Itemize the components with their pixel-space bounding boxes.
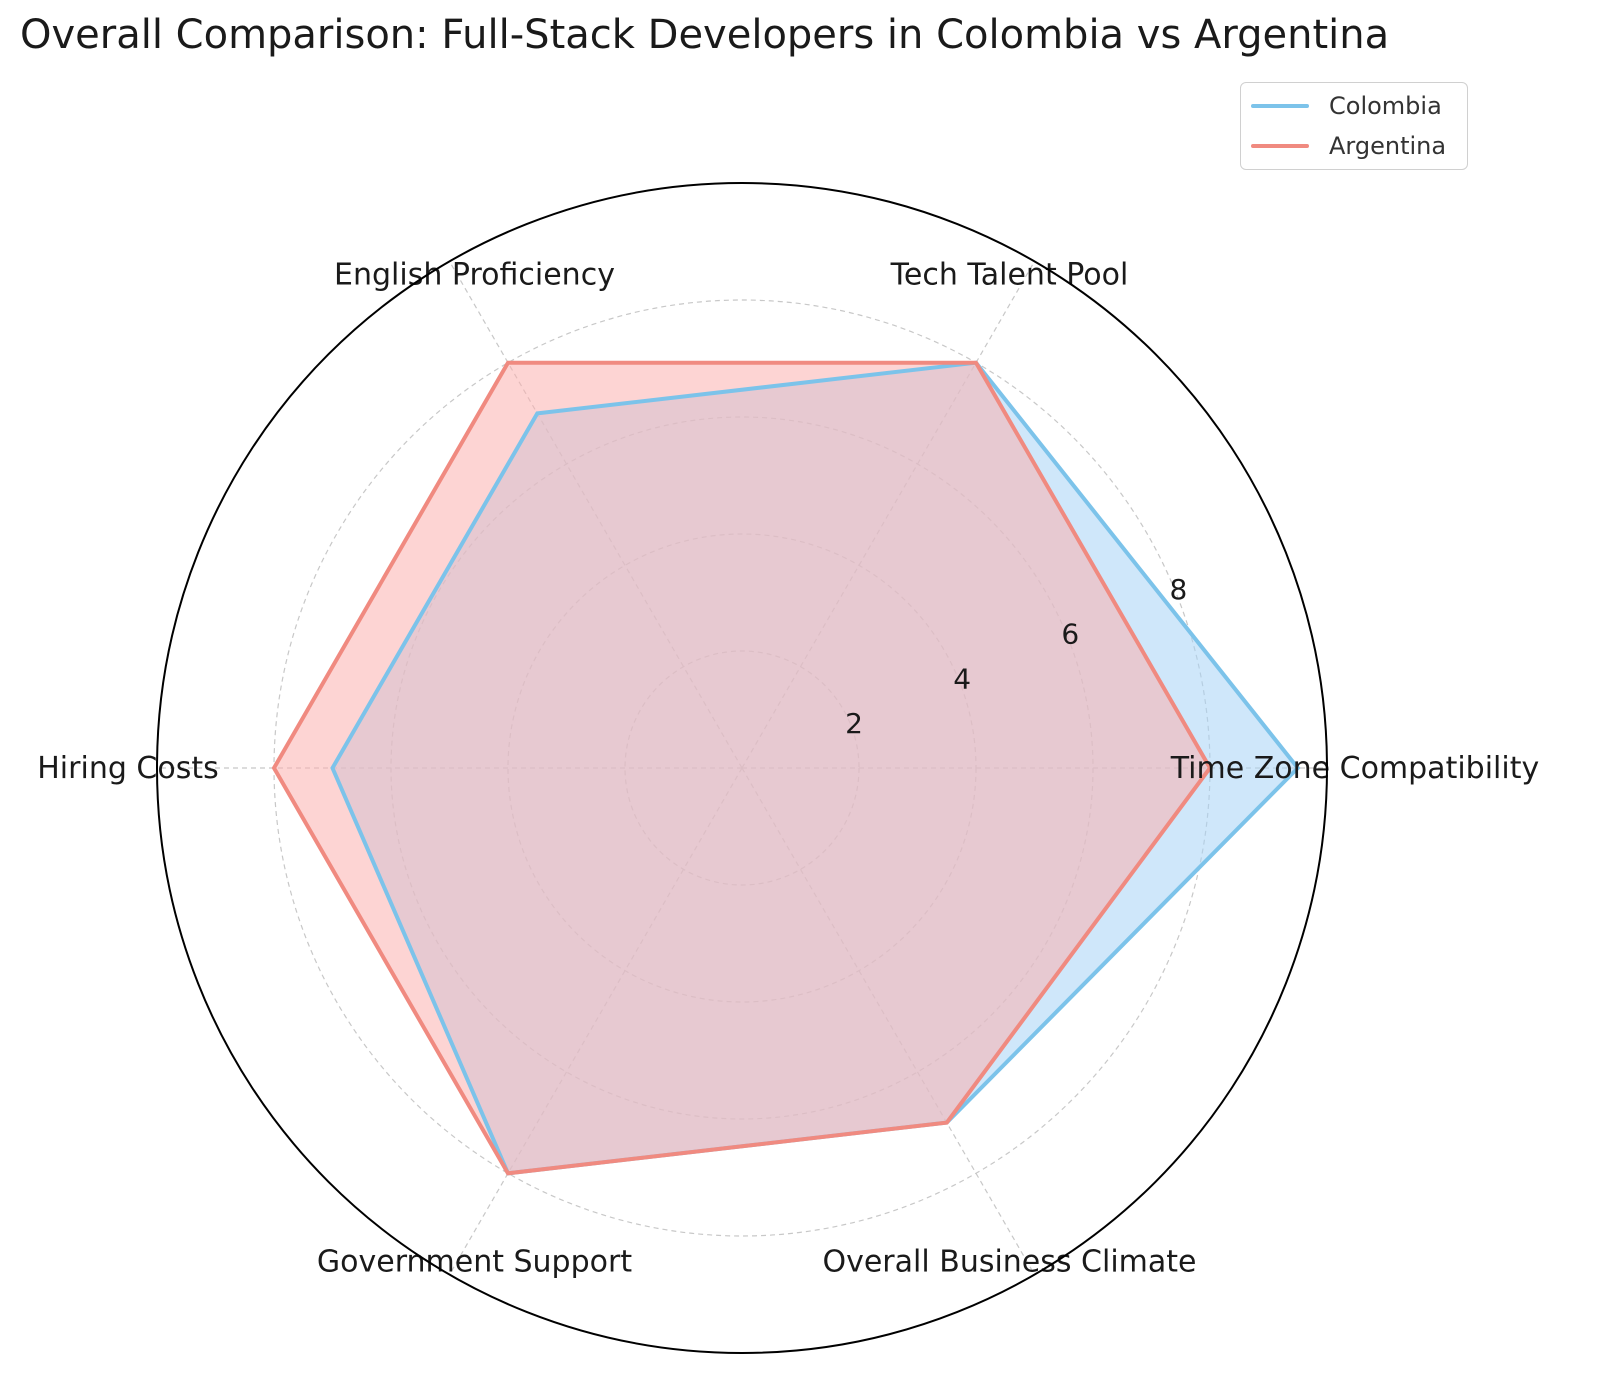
- category-labels: Time Zone Compatibility Tech Talent Pool E…: [37, 258, 1539, 1280]
- radial-tick-label-2: 2: [845, 707, 863, 740]
- legend-item-colombia: Colombia: [1251, 91, 1442, 121]
- legend: Colombia Argentina: [1240, 82, 1468, 170]
- legend-label-argentina: Argentina: [1329, 132, 1447, 160]
- legend-swatch-argentina: [1251, 144, 1309, 148]
- category-label-hiring-costs: Hiring Costs: [37, 751, 218, 786]
- legend-swatch-colombia: [1251, 104, 1309, 108]
- series-area-argentina: [274, 362, 1210, 1174]
- legend-label-colombia: Colombia: [1329, 92, 1442, 120]
- category-label-time-zone-compatibility: Time Zone Compatibility: [1170, 751, 1539, 786]
- radial-tick-label-4: 4: [953, 662, 971, 695]
- radar-series-layer: [271, 360, 1301, 1176]
- radial-tick-label-6: 6: [1061, 618, 1079, 651]
- radial-tick-label-8: 8: [1169, 573, 1187, 606]
- legend-item-argentina: Argentina: [1251, 131, 1446, 161]
- category-label-tech-talent-pool: Tech Talent Pool: [890, 258, 1129, 293]
- category-label-government-support: Government Support: [317, 1244, 632, 1279]
- radial-tick-labels: 2 4 6 8: [845, 573, 1187, 740]
- chart-title: Overall Comparison: Full-Stack Developer…: [20, 12, 1390, 58]
- category-label-overall-business-climate: Overall Business Climate: [822, 1244, 1196, 1279]
- category-label-english-proficiency: English Proficiency: [334, 258, 615, 293]
- outer-ring: [156, 182, 1328, 1354]
- series-line-argentina: [271, 360, 1213, 1176]
